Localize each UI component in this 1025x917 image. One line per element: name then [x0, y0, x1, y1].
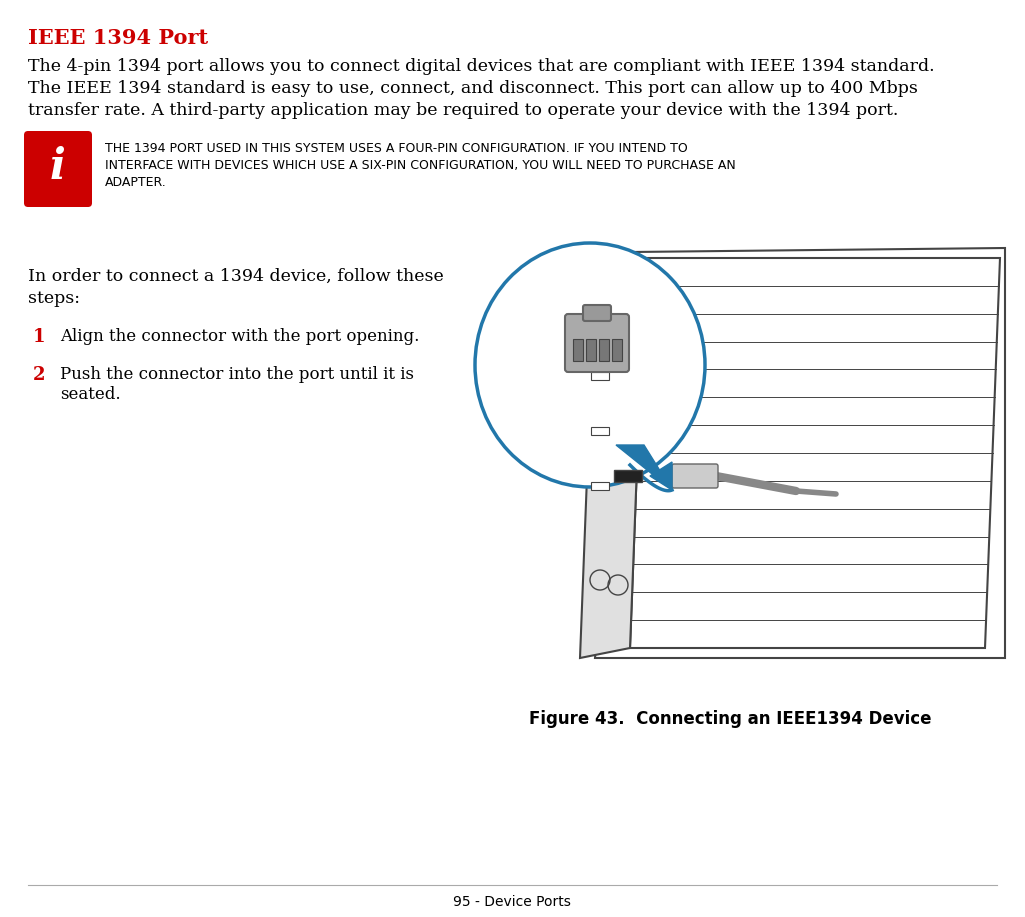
Text: The 4-pin 1394 port allows you to connect digital devices that are compliant wit: The 4-pin 1394 port allows you to connec… — [28, 58, 935, 75]
Text: i: i — [50, 146, 66, 188]
FancyBboxPatch shape — [24, 131, 92, 207]
Bar — [591, 482, 609, 490]
Text: In order to connect a 1394 device, follow these: In order to connect a 1394 device, follo… — [28, 268, 444, 285]
Text: The IEEE 1394 standard is easy to use, connect, and disconnect. This port can al: The IEEE 1394 standard is easy to use, c… — [28, 80, 917, 97]
Bar — [599, 339, 609, 361]
Polygon shape — [580, 258, 645, 658]
Polygon shape — [616, 445, 672, 490]
Text: Align the connector with the port opening.: Align the connector with the port openin… — [60, 328, 419, 345]
Text: 95 - Device Ports: 95 - Device Ports — [453, 895, 571, 909]
Text: INTERFACE WITH DEVICES WHICH USE A SIX-PIN CONFIGURATION, YOU WILL NEED TO PURCH: INTERFACE WITH DEVICES WHICH USE A SIX-P… — [105, 159, 736, 172]
Text: Figure 43.  Connecting an IEEE1394 Device: Figure 43. Connecting an IEEE1394 Device — [529, 710, 932, 728]
FancyBboxPatch shape — [565, 314, 629, 372]
Bar — [591, 372, 609, 380]
Text: ADAPTER.: ADAPTER. — [105, 176, 167, 189]
Text: 2: 2 — [33, 366, 45, 384]
Text: seated.: seated. — [60, 386, 121, 403]
Ellipse shape — [475, 243, 705, 487]
Text: IEEE 1394 Port: IEEE 1394 Port — [28, 28, 208, 48]
Text: Push the connector into the port until it is: Push the connector into the port until i… — [60, 366, 414, 383]
Polygon shape — [650, 462, 672, 490]
FancyBboxPatch shape — [583, 305, 611, 321]
Bar — [614, 470, 642, 482]
Polygon shape — [630, 258, 1000, 648]
Bar — [612, 339, 622, 361]
Text: transfer rate. A third-party application may be required to operate your device : transfer rate. A third-party application… — [28, 102, 898, 119]
Bar — [573, 339, 583, 361]
Bar — [586, 339, 596, 361]
Text: 1: 1 — [33, 328, 45, 346]
FancyBboxPatch shape — [672, 464, 717, 488]
Text: THE 1394 PORT USED IN THIS SYSTEM USES A FOUR-PIN CONFIGURATION. IF YOU INTEND T: THE 1394 PORT USED IN THIS SYSTEM USES A… — [105, 142, 688, 155]
Text: steps:: steps: — [28, 290, 80, 307]
Bar — [591, 427, 609, 435]
